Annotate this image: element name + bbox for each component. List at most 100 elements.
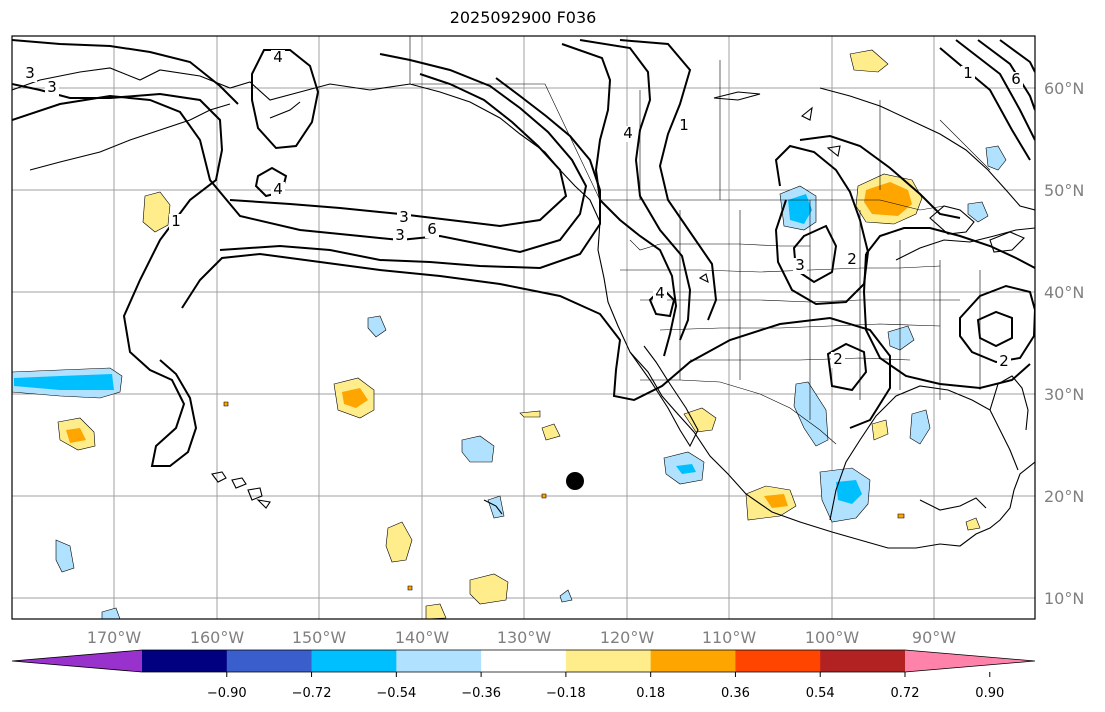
latitude-label: 10°N <box>1044 589 1084 608</box>
colorbar-tick-label: 0.72 <box>891 686 920 701</box>
shade-negative-small-b <box>461 435 495 463</box>
map-frame <box>11 35 1036 620</box>
colorbar-tick-label: −0.18 <box>546 686 586 701</box>
latitude-label: 20°N <box>1044 487 1084 506</box>
contour-label-bg <box>677 118 691 134</box>
contour-label: 3 <box>795 256 805 274</box>
contour-label: 3 <box>47 78 57 96</box>
colorbar: −0.90 −0.72 −0.54 −0.36 −0.18 0.18 0.36 0.54 0.7… <box>11 649 1036 701</box>
shade-negative-south-e <box>101 607 121 619</box>
shade-negative-tiny <box>559 589 573 603</box>
shade-negative-canada-east <box>985 145 1007 171</box>
contour-label-bg <box>425 222 439 238</box>
shade-positive-gulfcoast <box>871 419 889 441</box>
map-title: 2025092900 F036 <box>449 8 597 27</box>
latitude-label: 60°N <box>1044 79 1084 98</box>
shade-positive-south-d <box>425 603 447 619</box>
colorbar-tick-label: 0.90 <box>975 686 1004 701</box>
storm-marker <box>566 472 584 490</box>
contour-label-bg <box>831 352 845 368</box>
political-borders <box>409 36 991 445</box>
contour-label: 3 <box>399 208 409 226</box>
shade-negative-small-f <box>487 495 505 519</box>
colorbar-segment <box>311 650 397 672</box>
shade-negative-southeast-a <box>887 325 915 351</box>
contour-label-bg <box>653 286 667 302</box>
contour-label-bg <box>271 50 285 66</box>
contour-label: 4 <box>273 180 283 198</box>
colorbar-extend-min <box>12 650 142 672</box>
shade-negative-southeast-b <box>909 409 931 445</box>
longitude-label: 170°W <box>87 628 142 647</box>
longitude-label: 100°W <box>805 628 860 647</box>
shade-negative-small-a <box>367 315 387 338</box>
longitude-label: 120°W <box>600 628 655 647</box>
colorbar-tick-label: 0.18 <box>636 686 665 701</box>
colorbar-tick-label: −0.90 <box>207 686 247 701</box>
colorbar-segment <box>650 650 736 672</box>
latitude-label: 30°N <box>1044 385 1084 404</box>
colorbar-tick-label: 0.36 <box>721 686 750 701</box>
contour-label-bg <box>997 354 1011 370</box>
shade-positive-dots <box>223 401 905 591</box>
contour-label-bg <box>1009 72 1023 88</box>
contour-label: 4 <box>655 284 665 302</box>
contour-label: 2 <box>847 250 857 268</box>
shaded-anomalies <box>12 49 1007 619</box>
colorbar-segment <box>142 650 228 672</box>
shade-positive-small-d <box>541 423 561 441</box>
contour-label-bg <box>169 214 183 230</box>
colorbar-tick-label: −0.72 <box>292 686 332 701</box>
contour-label: 4 <box>273 48 283 66</box>
colorbar-segment <box>735 650 821 672</box>
contour-label-bg <box>961 66 975 82</box>
colorbar-tick-label: −0.54 <box>376 686 416 701</box>
coastlines <box>12 67 1035 549</box>
contour-label: 2 <box>999 352 1009 370</box>
contour-label: 3 <box>25 64 35 82</box>
longitude-label: 90°W <box>912 628 956 647</box>
colorbar-segment <box>565 650 652 672</box>
contour-label: 1 <box>171 212 181 230</box>
contour-label-bg <box>793 258 807 274</box>
colorbar-segment <box>396 650 482 672</box>
contour-label-bg <box>397 210 411 226</box>
colorbar-extend-max <box>905 650 1035 672</box>
contour-label: 6 <box>1011 70 1021 88</box>
shade-positive-dateline <box>142 191 171 233</box>
shade-positive-yucatan <box>965 517 981 531</box>
contour-label: 6 <box>427 220 437 238</box>
contour-label: 3 <box>395 226 405 244</box>
latitude-label: 50°N <box>1044 181 1084 200</box>
longitude-label: 150°W <box>292 628 347 647</box>
shade-positive-south-b <box>385 521 413 563</box>
colorbar-segment <box>226 650 313 672</box>
colorbar-segment <box>481 650 567 672</box>
colorbar-tick-label: −0.36 <box>461 686 501 701</box>
latitude-labels: 60°N 50°N 40°N 30°N 20°N 10°N <box>1044 79 1084 608</box>
longitude-label: 140°W <box>395 628 450 647</box>
longitude-label: 130°W <box>497 628 552 647</box>
colorbar-outline <box>11 649 1036 673</box>
longitude-label: 160°W <box>190 628 245 647</box>
shade-positive-south-c <box>469 573 509 605</box>
contour-label-bg <box>23 66 37 82</box>
contour-label: 1 <box>963 64 973 82</box>
contour-label: 2 <box>833 350 843 368</box>
shade-negative-south-a <box>55 539 75 573</box>
contour-label: 4 <box>623 124 633 142</box>
contour-label-bg <box>621 126 635 142</box>
shade-negative-greatlakes <box>967 201 989 223</box>
contour-label-bg <box>45 80 59 96</box>
contour-lines <box>12 39 1035 467</box>
colorbar-segment <box>820 650 906 672</box>
contour-label-bg <box>271 182 285 198</box>
contour-label-bg <box>393 228 407 244</box>
shade-positive-small-c <box>519 410 541 418</box>
colorbar-tick-label: 0.54 <box>806 686 835 701</box>
contour-label: 1 <box>679 116 689 134</box>
shade-positive-baja <box>683 407 717 433</box>
shade-negative-pacific-west-core <box>14 374 114 390</box>
